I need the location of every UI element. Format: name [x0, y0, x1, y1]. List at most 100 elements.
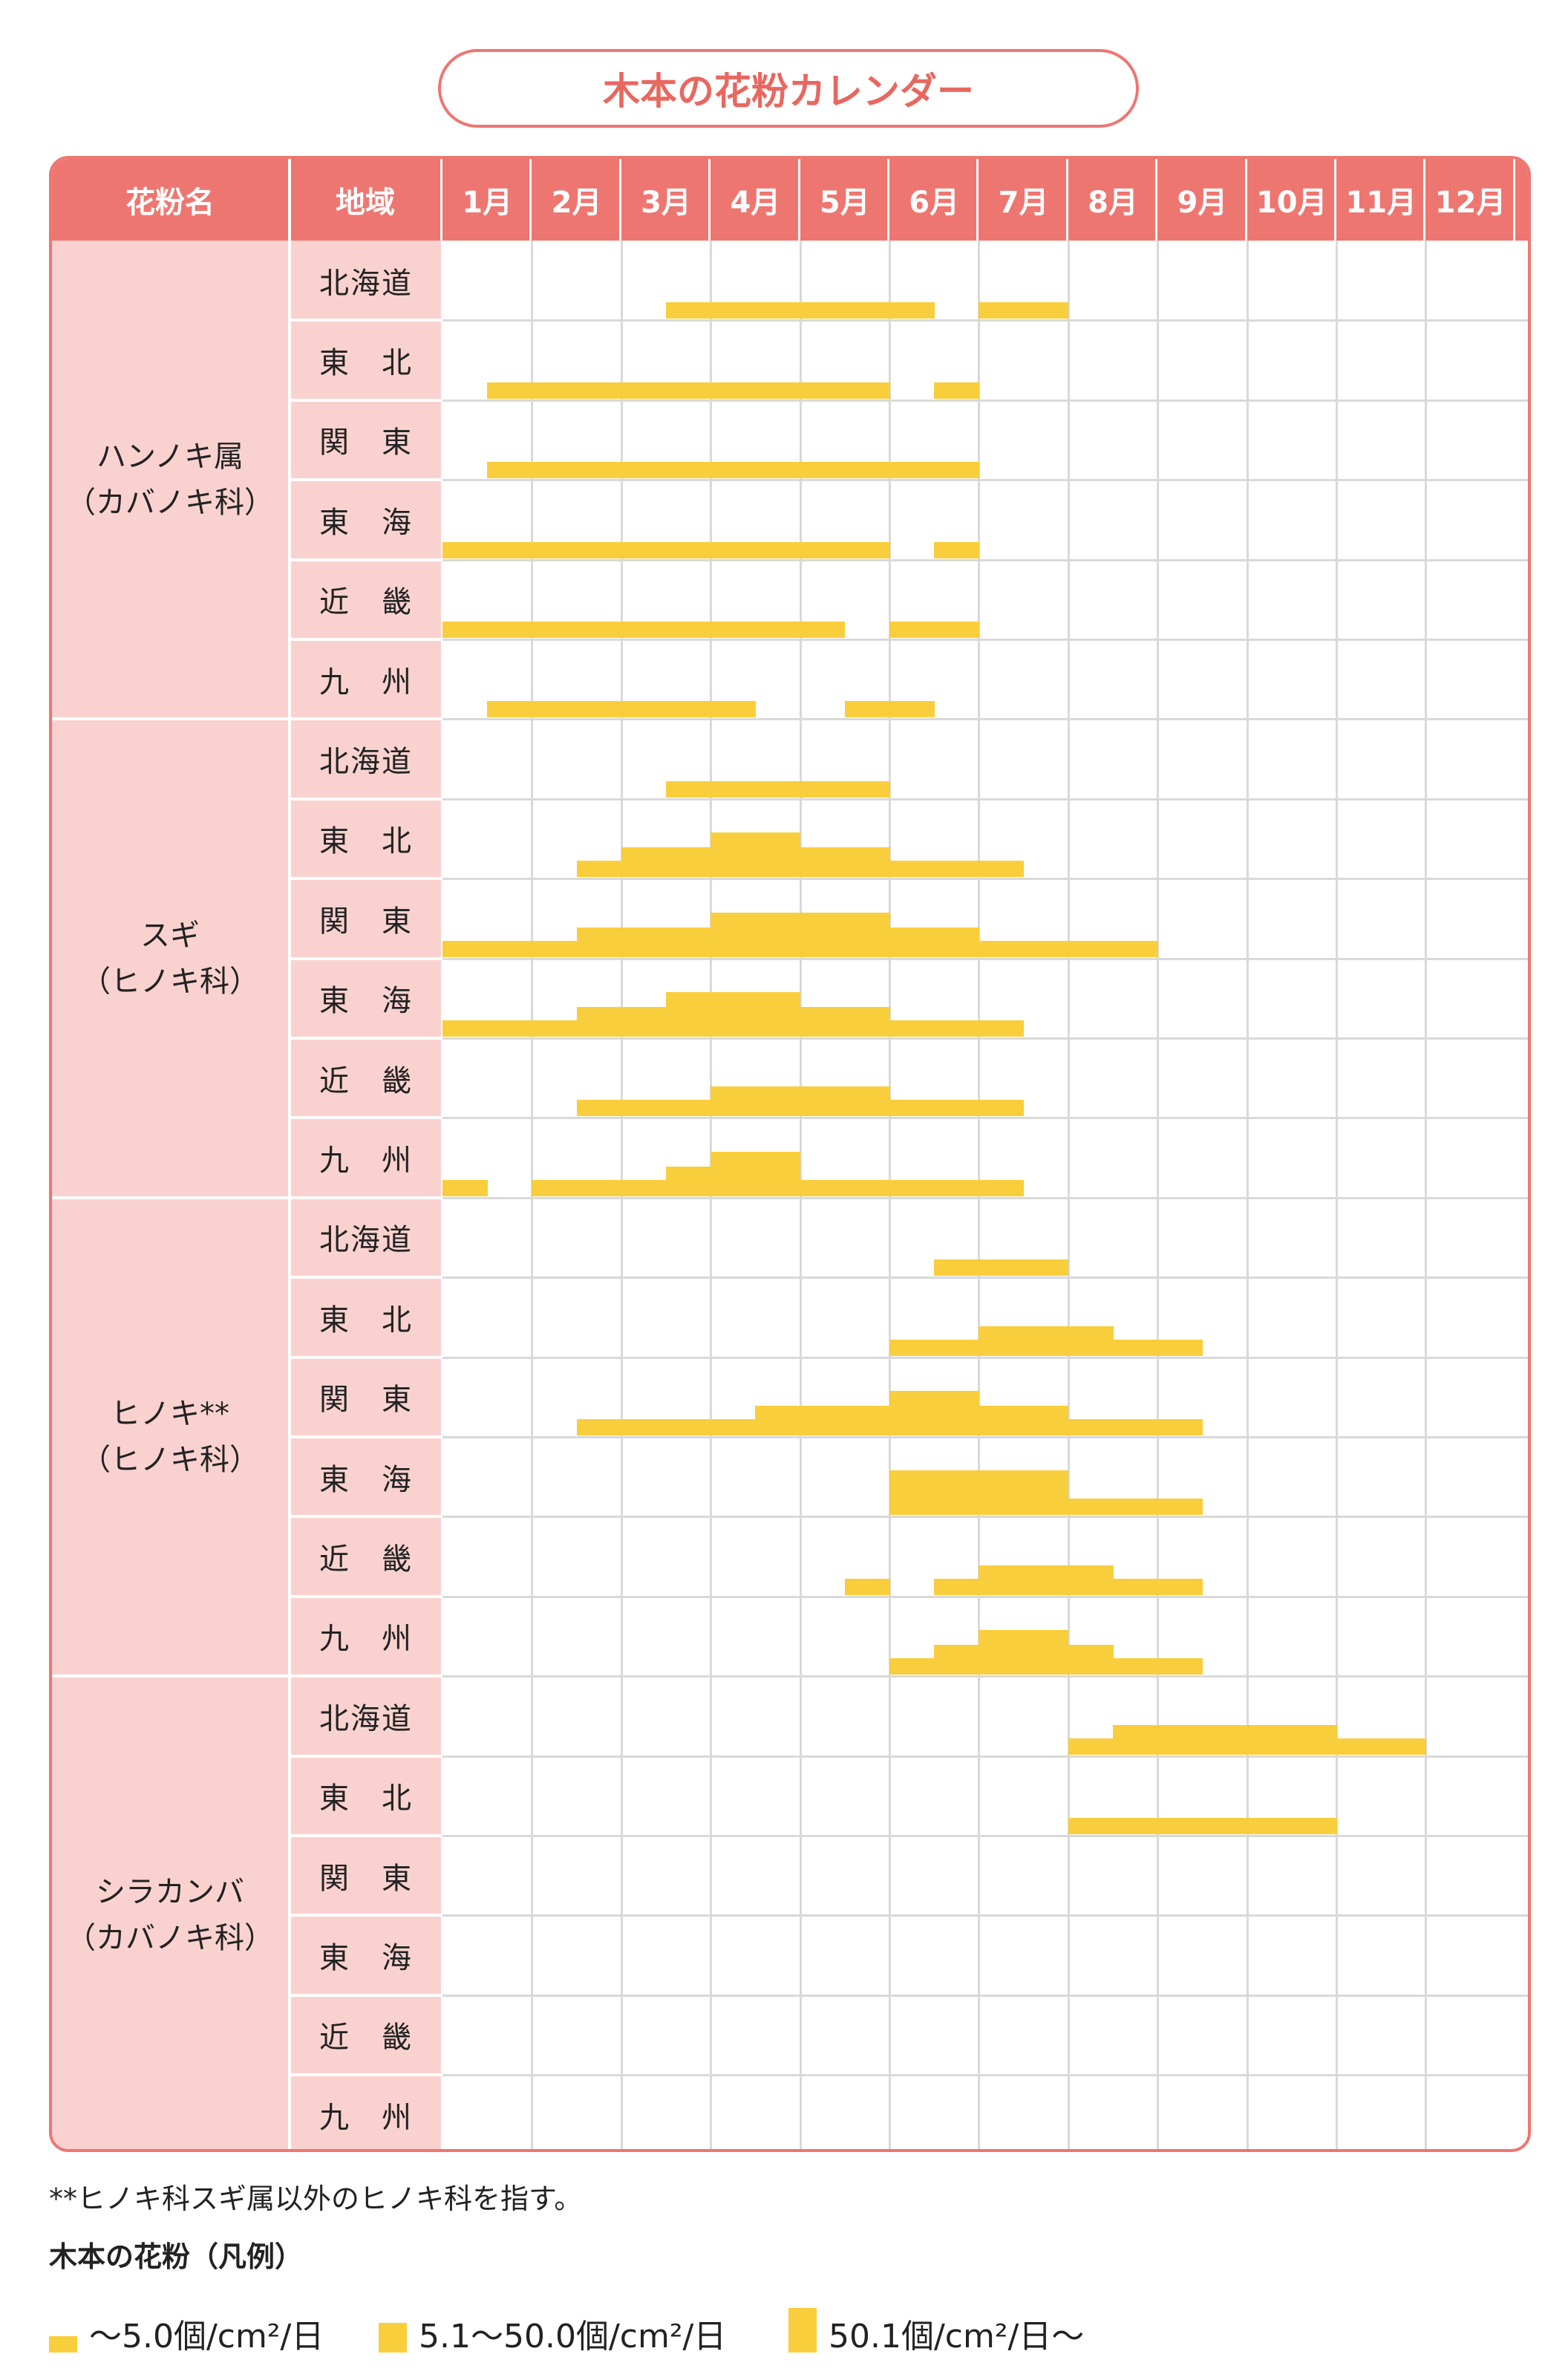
pollen-bar	[621, 1100, 667, 1117]
row-divider	[291, 1037, 441, 1040]
pollen-bar	[979, 1259, 1025, 1277]
region-label: 近 畿	[319, 585, 413, 620]
month-tick-label: 2月	[551, 186, 602, 220]
pollen-bar	[710, 1086, 756, 1117]
pollen-bar	[1023, 1565, 1069, 1595]
row-divider	[291, 1116, 441, 1120]
pollen-bar	[487, 382, 532, 399]
pollen-bar	[934, 1100, 979, 1117]
pollen-bar	[576, 701, 622, 718]
region-label: 北海道	[319, 1223, 413, 1258]
pollen-bar	[666, 1166, 711, 1196]
pollen-bar	[1023, 302, 1069, 319]
row-divider	[291, 478, 441, 482]
month-tick-label: 4月	[730, 186, 781, 220]
legend-item: ～5.0個/cm²/日	[49, 2295, 435, 2357]
row-gridline	[442, 1595, 1528, 1598]
pollen-bar	[532, 701, 578, 718]
pollen-bar	[755, 992, 801, 1037]
pollen-bar	[844, 912, 890, 957]
pollen-bar	[1113, 1818, 1158, 1834]
pollen-bar	[576, 1007, 622, 1037]
row-divider	[291, 1675, 441, 1678]
pollen-bar	[844, 302, 890, 319]
pollen-bar	[442, 541, 488, 558]
pollen-bar	[1157, 1724, 1203, 1755]
pollen-name-line: ヒノキ**	[111, 1396, 229, 1431]
pollen-bar	[1291, 1724, 1337, 1755]
pollen-name: スギ （ヒノキ科）	[52, 719, 288, 1197]
pollen-bar	[979, 1020, 1025, 1037]
month-gridline	[1157, 241, 1160, 2149]
pollen-bar	[755, 622, 801, 638]
pollen-bar	[666, 541, 711, 558]
pollen-bar	[979, 1470, 1025, 1516]
pollen-bar	[755, 302, 801, 319]
row-divider	[291, 1594, 441, 1598]
pollen-bar	[934, 927, 979, 957]
pollen-bar	[532, 940, 578, 957]
pollen-name-line: スギ	[140, 918, 200, 953]
pollen-bar	[979, 1179, 1025, 1196]
pollen-bar	[666, 780, 711, 798]
pollen-bar	[710, 701, 756, 718]
pollen-bar	[487, 701, 532, 718]
pollen-bar	[710, 992, 756, 1037]
pollen-bar	[889, 1470, 935, 1516]
legend-label: 50.1個/cm²/日～	[829, 2318, 1085, 2355]
row-gridline	[442, 1436, 1528, 1438]
row-divider	[291, 1834, 441, 1837]
pollen-bar	[1157, 1499, 1203, 1516]
pollen-bar	[1068, 1818, 1114, 1834]
pollen-bar	[934, 1179, 979, 1196]
pollen-bar	[755, 912, 801, 957]
month-tick-label: 1月	[462, 186, 513, 220]
pollen-bar	[800, 1007, 846, 1037]
pollen-bar	[979, 1326, 1025, 1356]
row-gridline	[442, 639, 1528, 641]
region-label: 北海道	[319, 266, 413, 301]
row-divider	[291, 1914, 441, 1917]
pollen-bar	[889, 1020, 935, 1037]
chart-title: 木本の花粉カレンダー	[438, 49, 1139, 128]
row-divider	[291, 2073, 441, 2077]
pollen-name-line: （カバノキ科）	[66, 486, 274, 521]
pollen-bar	[487, 940, 532, 957]
pollen-bar	[844, 1179, 890, 1196]
pollen-bar	[1023, 940, 1069, 957]
pollen-bar	[800, 302, 846, 319]
row-gridline	[442, 399, 1528, 402]
pollen-bar	[800, 1406, 846, 1435]
region-label: 九 州	[319, 2100, 413, 2135]
header-divider	[1065, 159, 1068, 241]
pollen-bar	[979, 302, 1025, 319]
region-label: 東 北	[319, 1303, 413, 1337]
pollen-bar	[1247, 1818, 1293, 1834]
pollen-bar	[1381, 1738, 1426, 1755]
column-divider	[288, 241, 291, 2149]
row-gridline	[442, 1755, 1528, 1758]
pollen-bar	[442, 1020, 488, 1037]
row-gridline	[442, 1277, 1528, 1279]
legend-swatch	[788, 2308, 817, 2353]
pollen-bar	[934, 382, 979, 399]
row-gridline	[442, 1356, 1528, 1359]
pollen-bar	[666, 382, 711, 399]
group-divider	[52, 717, 288, 721]
month-tick-label: 11月	[1345, 186, 1417, 220]
pollen-bar	[576, 541, 622, 558]
pollen-name-line: （ヒノキ科）	[81, 1442, 259, 1477]
region-label: 関 東	[319, 426, 413, 460]
pollen-bar	[755, 780, 801, 798]
pollen-bar	[1068, 1738, 1114, 1755]
group-divider	[52, 1196, 288, 1199]
pollen-bar	[1023, 1630, 1069, 1675]
pollen-bar	[1068, 940, 1114, 957]
row-divider	[291, 877, 441, 881]
pollen-bar	[621, 622, 667, 638]
region-label: 東 北	[319, 1781, 413, 1816]
header-divider	[1423, 159, 1426, 241]
pollen-bar	[576, 382, 622, 399]
pollen-bar	[1023, 1406, 1069, 1435]
pollen-bar	[844, 1007, 890, 1037]
